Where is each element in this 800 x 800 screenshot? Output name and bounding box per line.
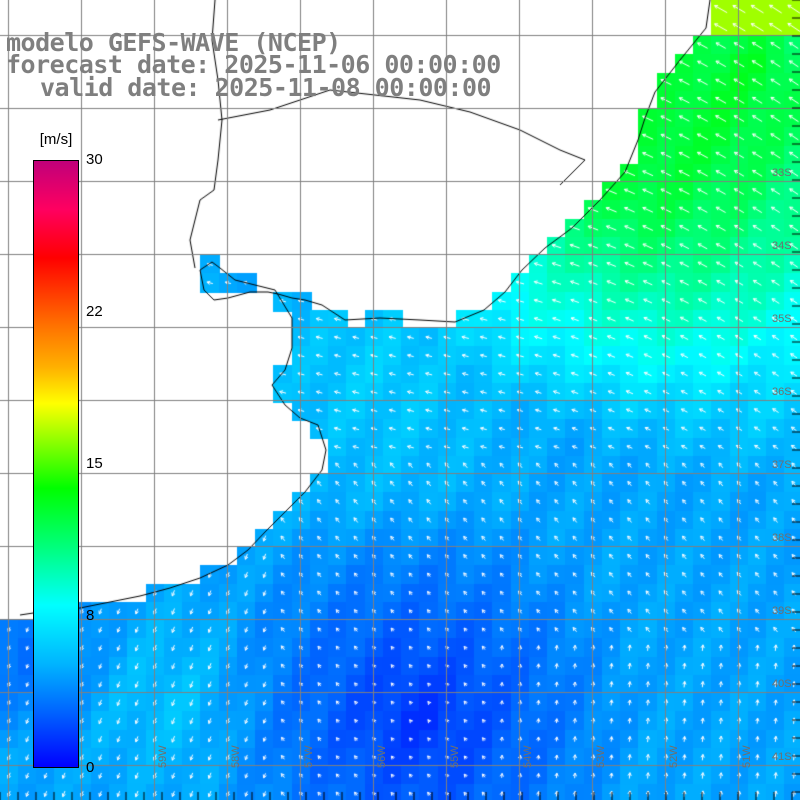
lon-label-55w: 55W (449, 745, 461, 768)
lon-label-56w: 56W (376, 745, 388, 768)
lat-label-33s: 33S (772, 167, 792, 179)
lon-label-57w: 57W (303, 745, 315, 768)
lat-label-38s: 38S (772, 532, 792, 544)
lon-label-54w: 54W (522, 745, 534, 768)
lat-label-35s: 35S (772, 313, 792, 325)
lat-label-37s: 37S (772, 459, 792, 471)
lat-label-39s: 39S (772, 605, 792, 617)
lat-label-36s: 36S (772, 386, 792, 398)
forecast-date: forecast date: 2025-11-06 00:00:00 (6, 50, 501, 79)
lon-label-59w: 59W (157, 745, 169, 768)
colorbar-tick-8: 8 (86, 607, 95, 624)
colorbar-tick-30: 30 (86, 151, 103, 168)
colorbar-tick-22: 22 (86, 303, 103, 320)
lon-label-58w: 58W (230, 745, 242, 768)
colorbar-tick-15: 15 (86, 455, 103, 472)
lat-label-34s: 34S (772, 240, 792, 252)
valid-date: valid date: 2025-11-08 00:00:00 (40, 73, 492, 102)
colorbar (33, 160, 79, 768)
lon-label-51w: 51W (741, 745, 753, 768)
colorbar-unit: [m/s] (39, 131, 73, 148)
model-title: modelo GEFS-WAVE (NCEP) (6, 28, 341, 57)
colorbar-tick-0: 0 (86, 759, 95, 776)
lat-label-40s: 40S (772, 678, 792, 690)
lon-label-52w: 52W (668, 745, 680, 768)
lon-label-53w: 53W (595, 745, 607, 768)
lat-label-41s: 41S (772, 751, 792, 763)
